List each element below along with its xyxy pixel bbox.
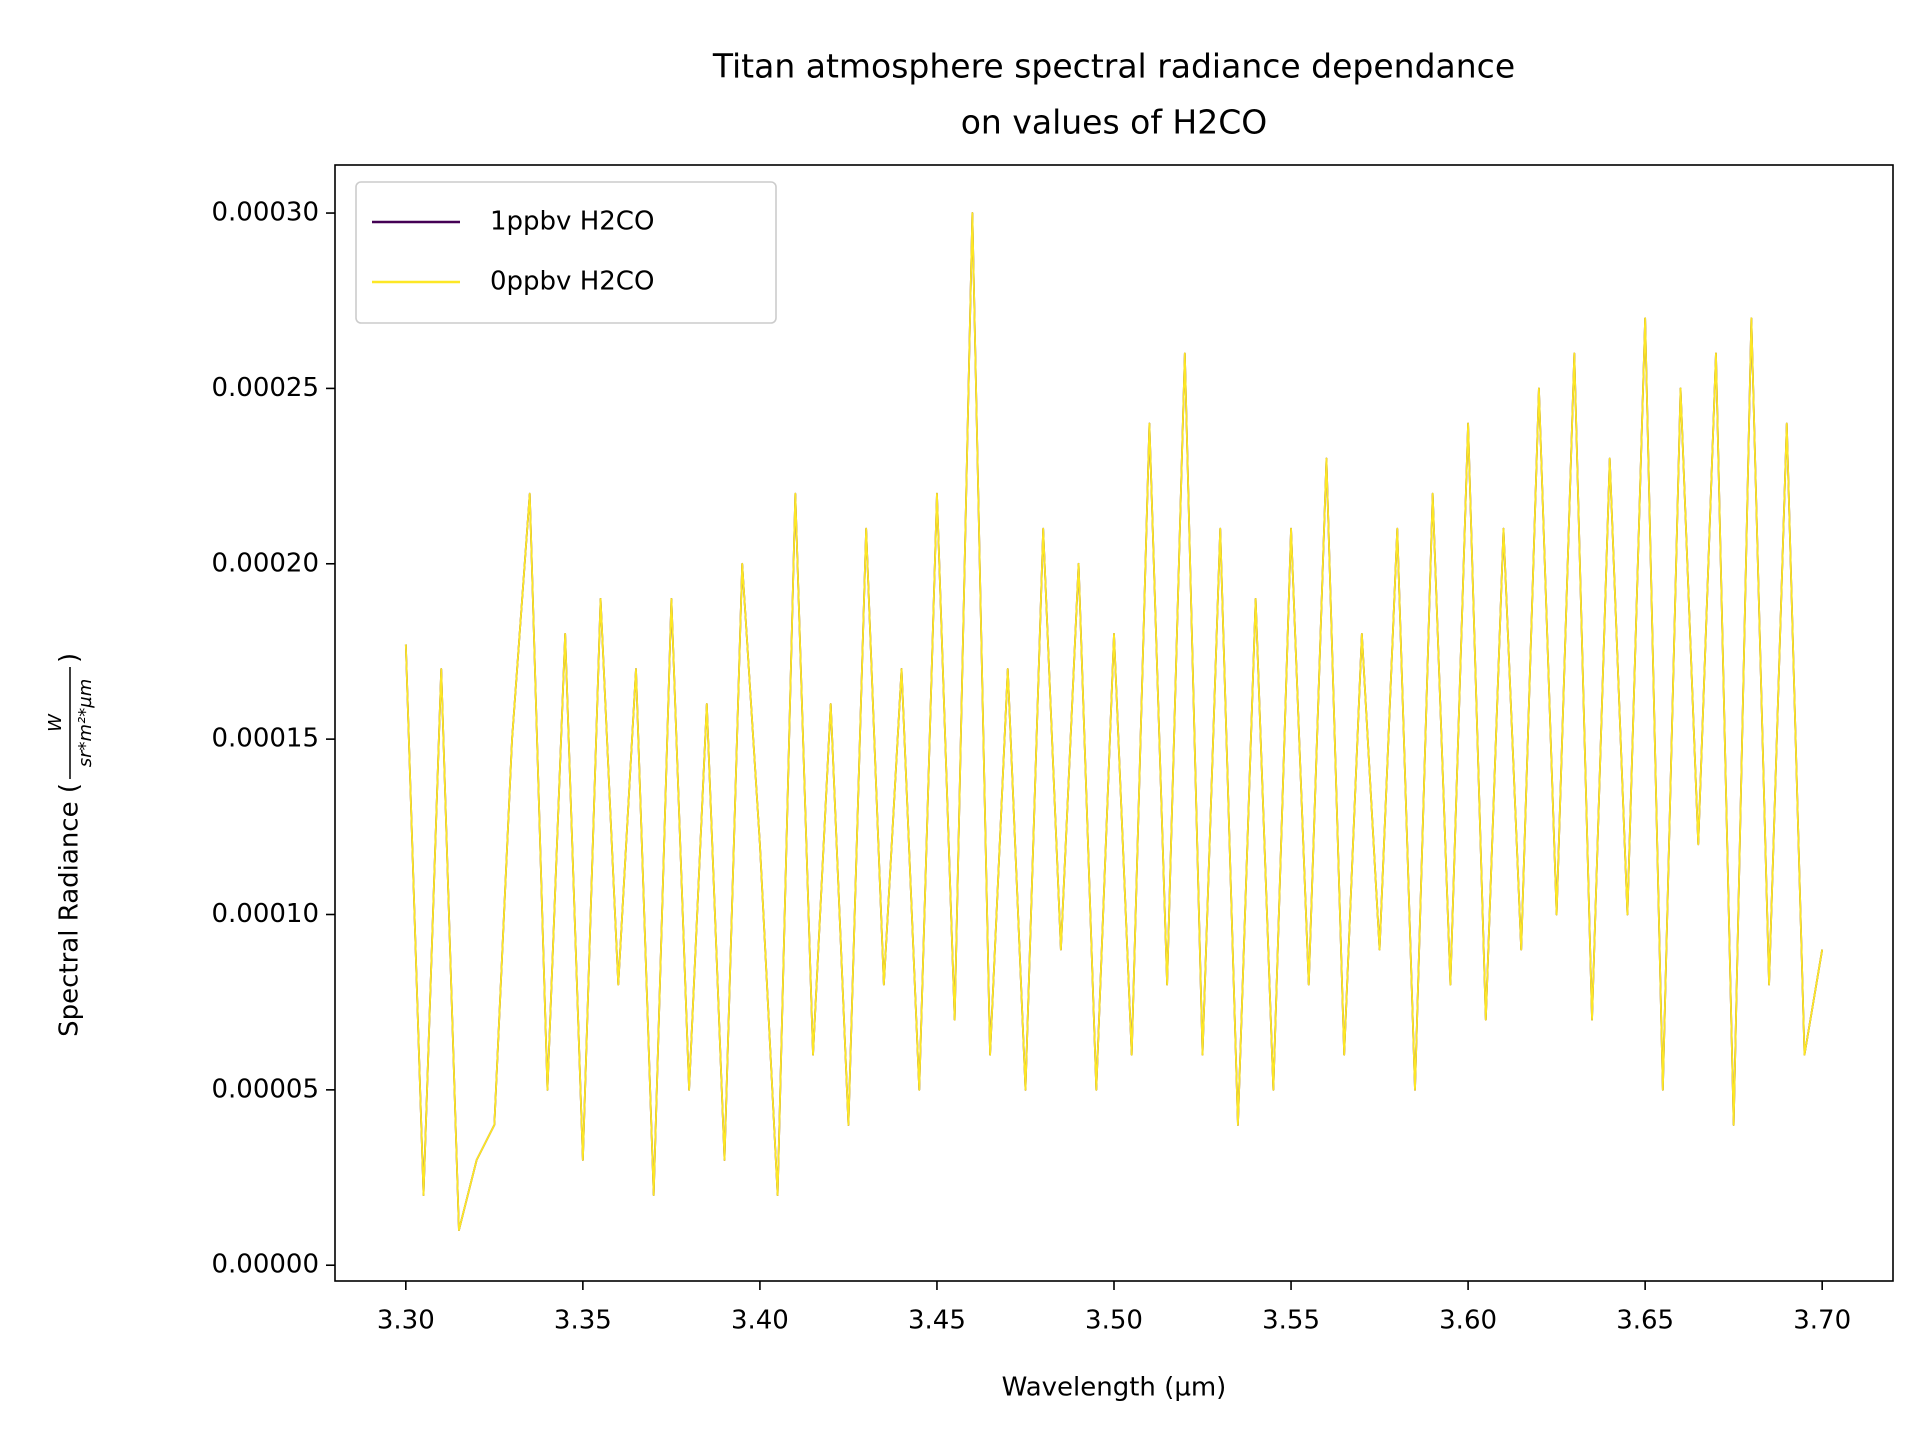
x-tick-label: 3.45	[908, 1306, 966, 1336]
y-tick-label: 0.00020	[211, 548, 319, 578]
chart-title: on values of H2CO	[961, 103, 1268, 142]
y-axis-label-text: )	[55, 653, 85, 663]
x-tick-label: 3.70	[1793, 1306, 1851, 1336]
y-axis-unit-numerator: W	[45, 713, 66, 732]
y-tick-label: 0.00015	[211, 724, 319, 754]
plot-frame	[334, 164, 1894, 1282]
y-tick-label: 0.00005	[211, 1074, 319, 1104]
x-tick-label: 3.65	[1616, 1306, 1674, 1336]
x-tick-label: 3.60	[1439, 1306, 1497, 1336]
y-tick-label: 0.00000	[211, 1250, 319, 1280]
x-tick-label: 3.40	[731, 1306, 789, 1336]
x-axis-label: Wavelength (µm)	[1002, 1373, 1227, 1403]
legend-label: 1ppbv H2CO	[490, 207, 654, 237]
legend-label: 0ppbv H2CO	[490, 267, 654, 297]
y-tick-label: 0.00010	[211, 899, 319, 929]
x-tick-label: 3.50	[1085, 1306, 1143, 1336]
x-tick-label: 3.35	[554, 1306, 612, 1336]
y-tick-label: 0.00030	[211, 198, 319, 228]
x-tick-label: 3.55	[1262, 1306, 1320, 1336]
y-axis-label: Spectral Radiance ( W sr*m²*µm )	[45, 653, 96, 1037]
series-line	[404, 212, 1824, 1232]
y-axis-label-text: Spectral Radiance (	[55, 783, 85, 1037]
y-tick-label: 0.00025	[211, 373, 319, 403]
y-axis-unit-denominator: sr*m²*µm	[75, 679, 96, 768]
x-tick-label: 3.30	[377, 1306, 435, 1336]
chart-title: Titan atmosphere spectral radiance depen…	[712, 47, 1515, 86]
legend-box	[355, 181, 777, 324]
